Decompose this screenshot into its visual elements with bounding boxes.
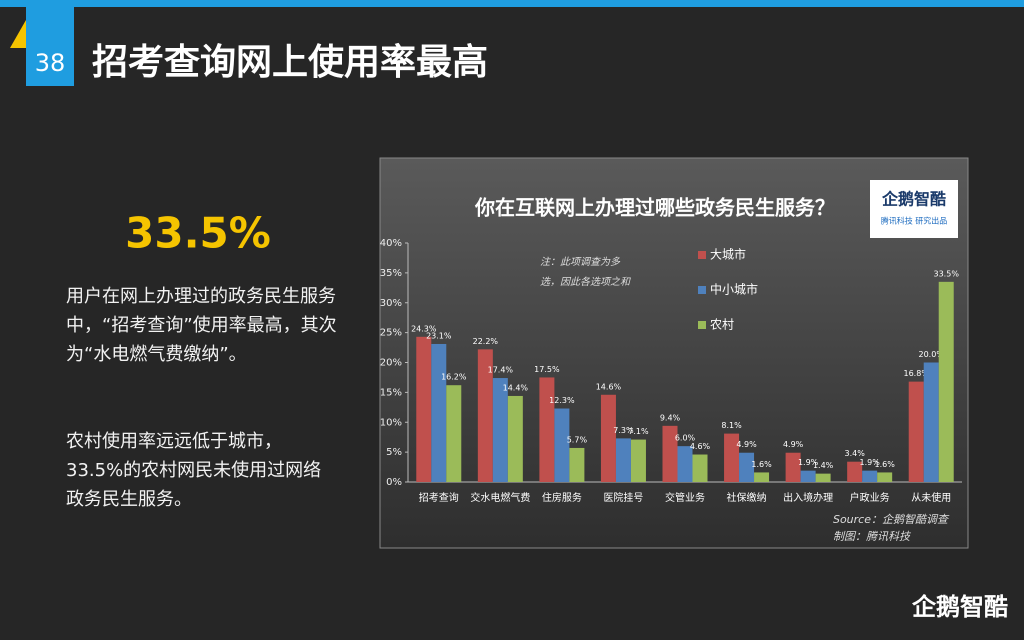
chart: 你在互联网上办理过哪些政务民生服务？ 企鹅智酷 腾讯科技 研究出品 注：此项调查… [379,157,969,549]
bar [446,385,462,482]
value-label: 6.0% [675,434,696,443]
y-tick-label: 25% [380,328,402,339]
bar [662,425,678,482]
x-tick-label: 出入境办理 [783,491,833,504]
value-label: 7.1% [628,427,649,436]
bar [554,408,570,482]
bar [800,470,816,482]
value-label: 20.0% [919,350,945,359]
value-label: 14.4% [503,383,529,392]
value-label: 23.1% [426,331,452,340]
bar [739,452,755,482]
bar [938,281,954,482]
value-label: 14.6% [596,382,622,391]
highlight: 33.5% [125,209,271,258]
paragraph: 用户在网上办理过的政务民生服务中，“招考查询”使用率最高，其次为“水电燃气费缴纳… [66,286,337,365]
bar [923,362,939,482]
y-tick-label: 10% [380,417,402,428]
value-label: 3.4% [845,449,866,458]
value-label: 1.4% [813,461,834,470]
bar [692,454,708,482]
value-label: 17.4% [488,366,514,375]
value-label: 1.6% [875,460,896,469]
annotation: 选，因此各选项之和 [540,276,631,288]
x-tick-label: 社保缴纳 [727,491,767,504]
x-tick-label: 交水电燃气费 [470,491,530,504]
bar [847,461,863,482]
value-label: 4.9% [736,440,757,449]
chart-logo-sub: 腾讯科技 研究出品 [881,216,948,226]
x-tick-label: 住房服务 [542,491,582,504]
value-label: 4.9% [783,440,804,449]
value-label: 16.2% [441,373,467,382]
bar [754,472,770,482]
source: 制图：腾讯科技 [833,530,912,543]
value-label: 8.1% [721,421,742,430]
bar [815,473,831,482]
value-label: 9.4% [660,413,681,422]
value-label: 17.5% [534,365,560,374]
y-tick-label: 40% [380,238,402,249]
bar [785,452,801,482]
x-tick-label: 户政业务 [850,491,890,504]
bar [908,381,924,482]
y-tick-label: 15% [380,387,402,398]
bar [477,349,493,482]
page-number: 38 [35,49,66,77]
legend-label: 农村 [710,318,734,332]
value-label: 22.2% [473,337,499,346]
bar [615,438,631,482]
legend-label: 大城市 [710,247,746,262]
x-tick-label: 从未使用 [911,491,951,504]
value-label: 4.6% [690,442,711,451]
top-bar [0,0,1024,7]
y-tick-label: 20% [380,358,402,369]
x-tick-label: 医院挂号 [603,491,643,504]
bar [862,470,878,482]
x-tick-label: 招考查询 [419,491,459,504]
bar [600,394,616,482]
y-tick-label: 0% [386,477,402,488]
chart-logo-box [870,180,958,238]
bar [492,378,508,482]
value-label: 1.9% [798,458,819,467]
y-tick-label: 5% [386,447,402,458]
value-label: 5.7% [567,435,588,444]
slide-title: 招考查询网上使用率最高 [92,42,488,83]
value-label: 33.5% [934,269,960,278]
y-tick-label: 30% [380,298,402,309]
bar [569,447,585,482]
value-label: 1.6% [751,460,772,469]
paragraph: 农村使用率远远低于城市，33.5%的农村网民未使用过网络政务民生服务。 [66,431,322,510]
bar [416,336,432,482]
value-label: 24.3% [411,324,437,333]
bar [539,377,555,482]
value-label: 12.3% [549,396,575,405]
bar [630,439,646,482]
bar [507,395,523,482]
value-label: 7.3% [613,426,634,435]
bar [677,446,693,482]
legend-swatch [698,321,706,329]
bar [724,433,740,482]
value-label: 16.8% [904,369,930,378]
bar [877,472,893,482]
legend-swatch [698,251,706,259]
chart-logo: 企鹅智酷 [881,190,946,209]
chart-title: 你在互联网上办理过哪些政务民生服务？ [474,196,835,220]
footer-logo: 企鹅智酷 [912,593,1008,621]
accent [10,20,26,48]
y-tick-label: 35% [380,268,402,279]
annotation: 注：此项调查为多 [540,256,621,268]
page-number-box [26,0,74,86]
source: Source：企鹅智酷调查 [833,513,950,526]
bar [431,343,447,482]
value-label: 1.9% [860,458,881,467]
x-tick-label: 交管业务 [665,491,705,504]
legend-label: 中小城市 [710,282,758,297]
legend-swatch [698,286,706,294]
